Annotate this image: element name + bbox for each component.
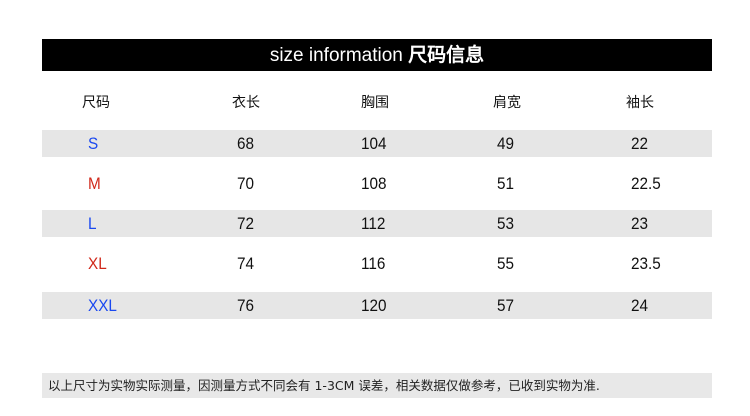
shoulder-value: 55 <box>497 254 515 273</box>
shoulder-value: 53 <box>497 214 515 233</box>
size-label: S <box>88 134 99 153</box>
chest-value: 116 <box>361 254 386 273</box>
table-row: XL 74 116 55 23.5 <box>42 250 712 277</box>
chest-value: 108 <box>361 174 387 193</box>
size-label: M <box>88 174 101 193</box>
table-header: 尺码 衣长 胸围 肩宽 袖长 <box>42 90 712 117</box>
size-label: L <box>88 214 97 233</box>
length-value: 74 <box>237 254 255 273</box>
sleeve-value: 23 <box>631 214 649 233</box>
size-label: XXL <box>88 296 117 315</box>
title-zh: 尺码信息 <box>408 44 485 66</box>
title-en: size information <box>269 45 403 66</box>
shoulder-value: 57 <box>497 296 515 315</box>
sleeve-value: 22.5 <box>631 174 661 193</box>
chest-value: 104 <box>361 134 387 153</box>
header-size: 尺码 <box>82 95 110 111</box>
sleeve-value: 22 <box>631 134 649 153</box>
length-value: 70 <box>237 174 255 193</box>
shoulder-value: 49 <box>497 134 515 153</box>
title-bar: size information 尺码信息 <box>42 39 712 71</box>
chest-value: 112 <box>361 214 386 233</box>
header-sleeve: 袖长 <box>626 95 654 111</box>
table-row: L 72 112 53 23 <box>42 210 712 237</box>
header-length: 衣长 <box>232 95 260 111</box>
shoulder-value: 51 <box>497 174 515 193</box>
footer-note: 以上尺寸为实物实际测量，因测量方式不同会有 1-3CM 误差，相关数据仅做参考，… <box>42 373 712 398</box>
length-value: 76 <box>237 296 255 315</box>
chest-value: 120 <box>361 296 387 315</box>
length-value: 72 <box>237 214 255 233</box>
size-label: XL <box>88 254 107 273</box>
sleeve-value: 24 <box>631 296 649 315</box>
table-row: S 68 104 49 22 <box>42 130 712 157</box>
header-chest: 胸围 <box>361 95 389 111</box>
length-value: 68 <box>237 134 255 153</box>
header-shoulder: 肩宽 <box>493 95 521 111</box>
table-row: M 70 108 51 22.5 <box>42 170 712 197</box>
table-row: XXL 76 120 57 24 <box>42 292 712 319</box>
sleeve-value: 23.5 <box>631 254 661 273</box>
